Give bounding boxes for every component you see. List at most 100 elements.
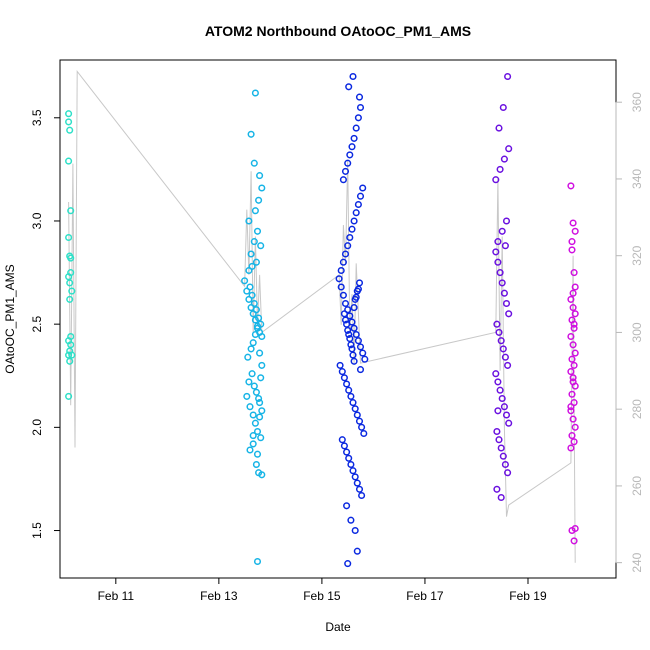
data-point (355, 417, 364, 425)
data-point (251, 89, 259, 97)
x-tick-label: Feb 13 (200, 589, 238, 603)
data-point (567, 444, 575, 452)
data-point (341, 316, 350, 324)
y-axis-left: 1.5 2.0 2.5 3.0 3.5 (30, 109, 61, 539)
data-point (255, 394, 263, 403)
data-point (345, 454, 353, 462)
data-point (341, 167, 350, 175)
data-point (243, 392, 251, 400)
data-point (253, 324, 262, 332)
data-point (361, 355, 369, 363)
data-point (350, 357, 358, 365)
data-point (355, 93, 364, 101)
data-point (492, 248, 500, 256)
data-point (253, 427, 262, 436)
data-point (65, 110, 73, 118)
chart-title: ATOM2 Northbound OAtoOC_PM1_AMS (205, 23, 471, 39)
data-point (504, 361, 512, 369)
data-point (356, 192, 365, 200)
data-point (355, 485, 364, 493)
data-point (569, 378, 577, 386)
data-point (568, 390, 576, 398)
data-point (66, 357, 74, 365)
data-point (569, 304, 577, 312)
data-point (250, 299, 258, 308)
data-point (352, 209, 360, 217)
data-point (256, 413, 264, 421)
data-point (339, 291, 347, 299)
data-point (252, 258, 260, 266)
data-point (500, 289, 508, 297)
data-point (500, 403, 508, 411)
data-point (494, 378, 502, 386)
data-point (338, 368, 346, 376)
data-point (571, 423, 579, 431)
y-axis-right: 240 260 280 300 320 340 360 (615, 92, 644, 573)
data-point (245, 266, 253, 275)
data-point (356, 103, 365, 112)
data-point (343, 502, 351, 510)
data-point (568, 238, 576, 246)
data-point (340, 442, 348, 450)
data-point (353, 411, 361, 419)
data-point (571, 227, 579, 235)
data-point (501, 460, 509, 469)
data-point (502, 411, 511, 419)
data-point (567, 182, 575, 190)
data-point (493, 485, 501, 493)
data-point (356, 343, 365, 351)
data-point (497, 493, 505, 502)
data-point (344, 159, 352, 167)
y2-tick-label: 280 (630, 399, 644, 419)
data-point (498, 227, 506, 235)
data-point (492, 370, 500, 378)
data-point (336, 361, 344, 369)
data-point (347, 516, 355, 524)
data-point (248, 370, 256, 378)
data-point (496, 269, 504, 277)
data-point (258, 471, 266, 479)
y-tick-label: 1.5 (30, 522, 44, 539)
data-point (349, 467, 357, 475)
data-point (345, 330, 353, 339)
data-point (567, 368, 575, 376)
data-point (497, 337, 505, 345)
data-point (246, 446, 254, 454)
data-point (346, 233, 354, 242)
data-point (570, 324, 578, 332)
data-point (351, 526, 359, 535)
data-point (346, 335, 354, 343)
data-point (255, 314, 263, 322)
data-point (68, 287, 76, 295)
data-point (360, 429, 368, 438)
data-point (352, 124, 360, 132)
data-point (570, 269, 578, 277)
data-point (341, 250, 350, 258)
data-point (249, 411, 257, 419)
data-point (498, 279, 506, 287)
data-point (66, 295, 74, 303)
data-point (347, 341, 355, 349)
data-point (346, 151, 354, 159)
data-point (244, 353, 252, 361)
data-point (252, 460, 260, 469)
y-tick-label: 2.5 (30, 315, 44, 332)
data-point (495, 328, 503, 336)
data-point (494, 258, 502, 266)
plot-frame (59, 59, 617, 579)
data-point (340, 310, 348, 318)
x-tick-label: Feb 17 (406, 589, 444, 603)
data-point (359, 184, 367, 192)
data-point (568, 526, 576, 535)
y-tick-label: 3.0 (30, 212, 44, 229)
data-point (354, 114, 362, 122)
data-point (241, 277, 249, 285)
data-point (258, 361, 266, 369)
data-point (344, 560, 352, 568)
data-point (65, 233, 73, 242)
data-point (245, 217, 253, 225)
data-point (345, 83, 353, 91)
data-point (65, 392, 73, 400)
data-point (493, 427, 501, 436)
